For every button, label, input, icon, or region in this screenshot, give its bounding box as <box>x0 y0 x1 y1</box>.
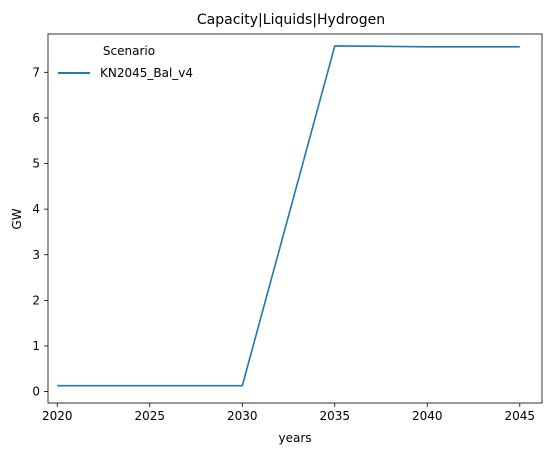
series-line <box>57 45 520 387</box>
x-tick-label: 2045 <box>505 409 536 423</box>
x-tick-label: 2035 <box>320 409 351 423</box>
x-axis-ticks: 2020 2025 2030 2035 2040 2045 <box>42 403 535 423</box>
plot-frame <box>47 33 543 404</box>
y-axis-label: GW <box>10 208 24 229</box>
y-tick-label: 3 <box>32 248 40 262</box>
y-tick-label: 0 <box>32 385 40 399</box>
y-tick-label: 1 <box>32 339 40 353</box>
legend-title: Scenario <box>103 44 155 58</box>
legend: Scenario KN2045_Bal_v4 <box>58 44 193 80</box>
x-tick-label: 2025 <box>134 409 165 423</box>
y-tick-label: 4 <box>32 202 40 216</box>
y-tick-label: 7 <box>32 65 40 79</box>
y-tick-label: 5 <box>32 157 40 171</box>
x-axis-label: years <box>278 431 311 445</box>
y-tick-label: 2 <box>32 293 40 307</box>
y-tick-label: 6 <box>32 111 40 125</box>
legend-entry-label: KN2045_Bal_v4 <box>100 66 193 80</box>
series-layer <box>57 45 520 387</box>
chart-title: Capacity|Liquids|Hydrogen <box>197 12 385 28</box>
y-axis-ticks: 0 1 2 3 4 5 6 7 <box>32 65 48 399</box>
x-tick-label: 2020 <box>42 409 73 423</box>
x-tick-label: 2040 <box>412 409 443 423</box>
x-tick-label: 2030 <box>227 409 258 423</box>
